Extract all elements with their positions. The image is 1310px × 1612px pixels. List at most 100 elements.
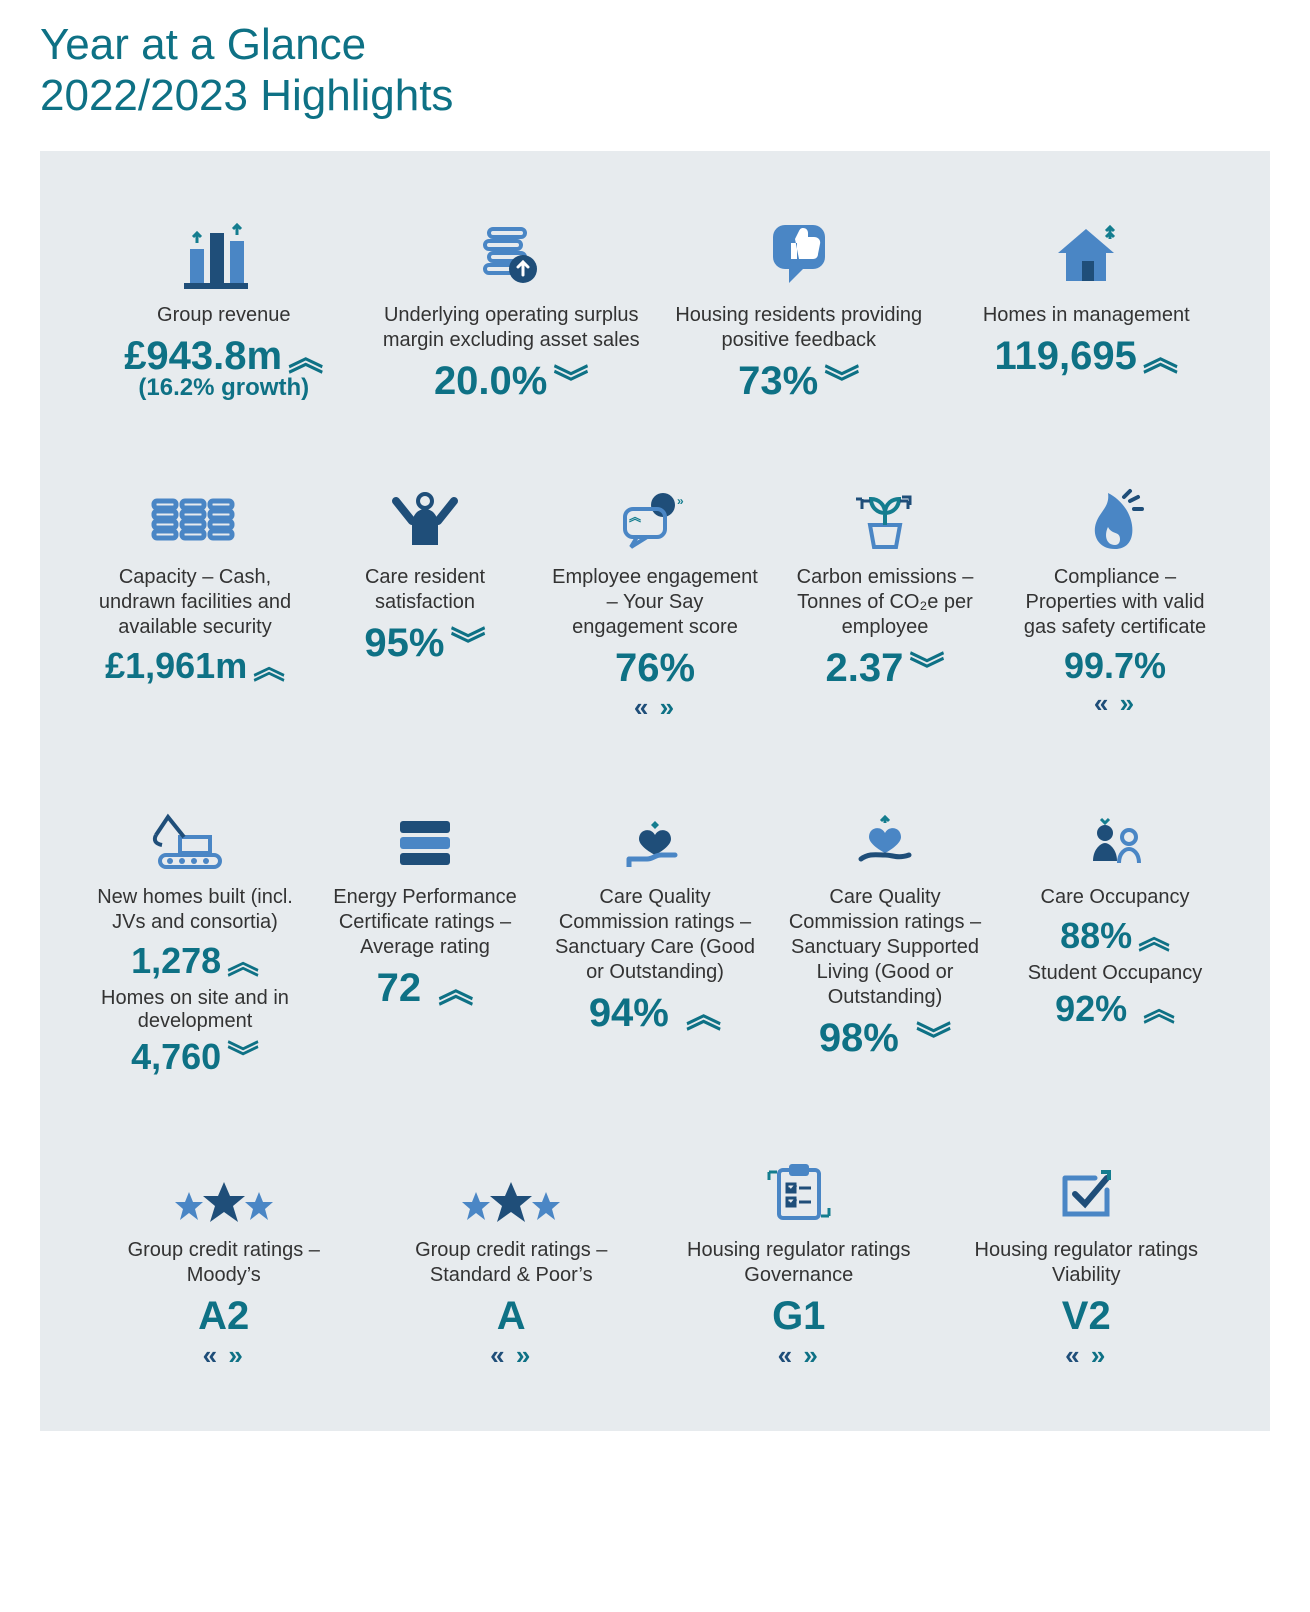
epc-value: 72 bbox=[320, 966, 530, 1010]
title-line-1: Year at a Glance bbox=[40, 20, 366, 69]
student-occ-value-text: 92% bbox=[1055, 988, 1127, 1029]
moodys-label: Group credit ratings – Moody’s bbox=[90, 1238, 358, 1288]
coin-stacks-icon bbox=[90, 473, 300, 551]
coins-up-icon bbox=[378, 211, 646, 289]
care-sat-value-text: 95% bbox=[364, 621, 444, 665]
metric-compliance: Compliance – Properties with valid gas s… bbox=[1010, 473, 1220, 723]
viability-value: V2 bbox=[953, 1294, 1221, 1338]
engagement-label: Employee engagement – Your Say engagemen… bbox=[550, 565, 760, 640]
trend-up-icon bbox=[227, 955, 259, 973]
capacity-value-text: £1,961m bbox=[105, 645, 247, 686]
gov-label: Housing regulator ratings Governance bbox=[665, 1238, 933, 1288]
sp-value: A bbox=[378, 1294, 646, 1338]
thumbs-up-bubble-icon bbox=[665, 211, 933, 289]
trend-down-icon bbox=[824, 375, 859, 393]
metric-cqc-care: Care Quality Commission ratings – Sanctu… bbox=[550, 793, 760, 1076]
newhomes-value2: 4,760 bbox=[90, 1037, 300, 1077]
house-icon bbox=[953, 211, 1221, 289]
title-line-2: 2022/2023 Highlights bbox=[40, 71, 453, 120]
stars-icon bbox=[378, 1146, 646, 1224]
svg-text:»: » bbox=[677, 494, 684, 508]
cqc-sl-value-text: 98% bbox=[819, 1016, 899, 1060]
compliance-value-text: 99.7% bbox=[1064, 645, 1166, 686]
cqc-care-value-text: 94% bbox=[589, 991, 669, 1035]
cqc-care-value: 94% bbox=[550, 991, 760, 1035]
page: Year at a Glance 2022/2023 Highlights Gr… bbox=[0, 0, 1310, 1471]
capacity-label: Capacity – Cash, undrawn facilities and … bbox=[90, 565, 300, 640]
compliance-value: 99.7% bbox=[1010, 646, 1220, 686]
gov-value: G1 bbox=[665, 1294, 933, 1338]
epc-value-text: 72 bbox=[377, 966, 422, 1010]
student-occ-value: 92% bbox=[1010, 989, 1220, 1029]
surplus-value-text: 20.0% bbox=[434, 359, 547, 403]
care-occ-label: Care Occupancy bbox=[1010, 885, 1220, 910]
metric-cqc-supported-living: Care Quality Commission ratings – Sanctu… bbox=[780, 793, 990, 1076]
metric-resident-feedback: Housing residents providing positive fee… bbox=[665, 211, 933, 403]
metric-epc: Energy Performance Certificate ratings –… bbox=[320, 793, 530, 1076]
trend-up-icon bbox=[1143, 1002, 1175, 1020]
cqc-sl-value: 98% bbox=[780, 1016, 990, 1060]
chat-bubbles-icon: » ︽ bbox=[550, 473, 760, 551]
metric-care-satisfaction: Care resident satisfaction 95% bbox=[320, 473, 530, 723]
highlights-panel: Group revenue £943.8m (16.2% growth) bbox=[40, 151, 1270, 1431]
row-3: New homes built (incl. JVs and consortia… bbox=[90, 793, 1220, 1076]
revenue-label: Group revenue bbox=[90, 303, 358, 328]
student-occ-label: Student Occupancy bbox=[1010, 962, 1220, 985]
hand-heart-icon bbox=[550, 793, 760, 871]
metric-capacity: Capacity – Cash, undrawn facilities and … bbox=[90, 473, 300, 723]
feedback-label: Housing residents providing positive fee… bbox=[665, 303, 933, 353]
newhomes-value1-text: 1,278 bbox=[131, 940, 221, 981]
capacity-value: £1,961m bbox=[90, 646, 300, 686]
clipboard-check-icon bbox=[665, 1146, 933, 1224]
row-4: Group credit ratings – Moody’s A2 Group … bbox=[90, 1146, 1220, 1371]
metric-moodys: Group credit ratings – Moody’s A2 bbox=[90, 1146, 358, 1371]
carbon-value: 2.37 bbox=[780, 646, 990, 690]
surplus-value: 20.0% bbox=[378, 359, 646, 403]
trend-down-icon bbox=[909, 662, 944, 680]
trend-down-icon bbox=[916, 1032, 951, 1050]
sp-label: Group credit ratings – Standard & Poor’s bbox=[378, 1238, 646, 1288]
trend-up-icon bbox=[253, 660, 285, 678]
trend-down-icon bbox=[227, 1050, 259, 1068]
stars-icon bbox=[90, 1146, 358, 1224]
feedback-value-text: 73% bbox=[738, 359, 818, 403]
row-1: Group revenue £943.8m (16.2% growth) bbox=[90, 211, 1220, 403]
moodys-value: A2 bbox=[90, 1294, 358, 1338]
engagement-value-text: 76% bbox=[615, 646, 695, 690]
person-cheer-icon bbox=[320, 473, 530, 551]
care-occ-value-text: 88% bbox=[1060, 915, 1132, 956]
revenue-value-text: £943.8m bbox=[124, 334, 282, 378]
trend-up-icon bbox=[438, 982, 473, 1000]
trend-down-icon bbox=[450, 637, 485, 655]
metric-sp: Group credit ratings – Standard & Poor’s… bbox=[378, 1146, 646, 1371]
newhomes-value1: 1,278 bbox=[90, 941, 300, 981]
cqc-sl-label: Care Quality Commission ratings – Sanctu… bbox=[780, 885, 990, 1010]
metric-homes-management: Homes in management 119,695 bbox=[953, 211, 1221, 403]
trend-same-icon bbox=[953, 1340, 1221, 1371]
care-sat-label: Care resident satisfaction bbox=[320, 565, 530, 615]
viability-label: Housing regulator ratings Viability bbox=[953, 1238, 1221, 1288]
care-sat-value: 95% bbox=[320, 621, 530, 665]
metric-operating-surplus: Underlying operating surplus margin excl… bbox=[378, 211, 646, 403]
newhomes-label2: Homes on site and in development bbox=[90, 987, 300, 1033]
trend-same-icon bbox=[378, 1340, 646, 1371]
metric-carbon: Carbon emissions – Tonnes of CO₂e per em… bbox=[780, 473, 990, 723]
metric-viability: Housing regulator ratings Viability V2 bbox=[953, 1146, 1221, 1371]
homes-label: Homes in management bbox=[953, 303, 1221, 328]
metric-new-homes: New homes built (incl. JVs and consortia… bbox=[90, 793, 300, 1076]
engagement-value: 76% bbox=[550, 646, 760, 690]
page-title: Year at a Glance 2022/2023 Highlights bbox=[40, 20, 1270, 121]
homes-value: 119,695 bbox=[953, 334, 1221, 378]
bar-chart-up-icon bbox=[90, 211, 358, 289]
trend-same-icon bbox=[1010, 688, 1220, 719]
trend-same-icon bbox=[665, 1340, 933, 1371]
compliance-label: Compliance – Properties with valid gas s… bbox=[1010, 565, 1220, 640]
trend-same-icon bbox=[550, 692, 760, 723]
trend-up-icon bbox=[686, 1007, 721, 1025]
people-icon bbox=[1010, 793, 1220, 871]
trend-same-icon bbox=[90, 1340, 358, 1371]
row-2: Capacity – Cash, undrawn facilities and … bbox=[90, 473, 1220, 723]
plant-pot-icon bbox=[780, 473, 990, 551]
care-occ-value: 88% bbox=[1010, 916, 1220, 956]
metric-governance: Housing regulator ratings Governance G1 bbox=[665, 1146, 933, 1371]
